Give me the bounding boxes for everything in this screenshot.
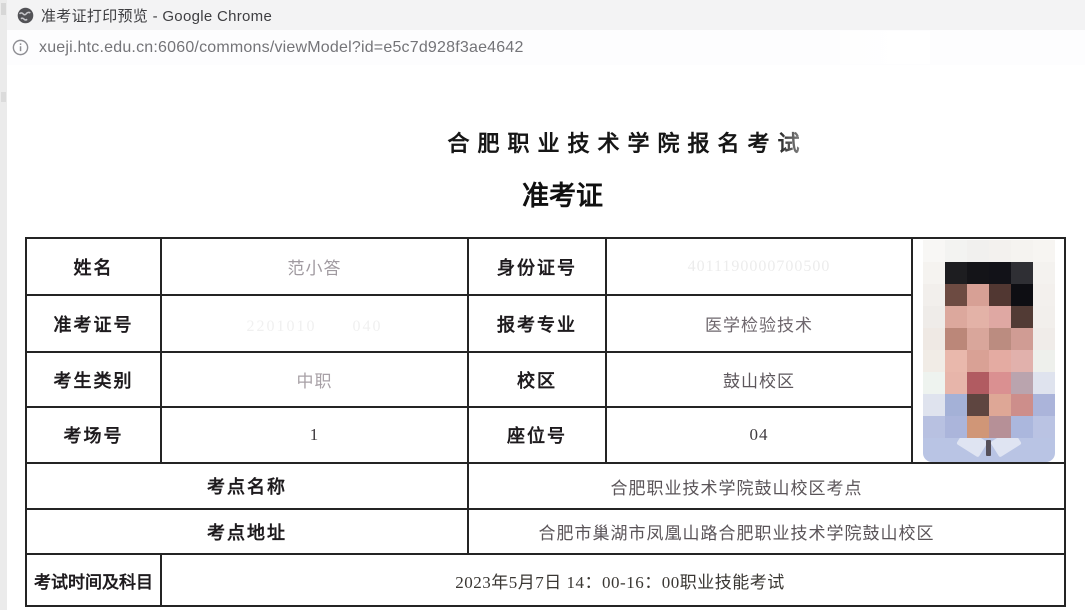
table-row: 考生类别 中职 校区 鼓山校区	[25, 351, 1065, 408]
site-address-label: 考点地址	[25, 508, 469, 555]
page-title: 合肥职业技术学院报名考试	[447, 131, 808, 156]
room-value: 1	[160, 406, 469, 464]
name-value: 范小答	[160, 237, 469, 296]
table-row: 准考证号 2201010 040 报考专业 医学检验技术	[25, 294, 1065, 353]
table-row: 考点地址 合肥市巢湖市凤凰山路合肥职业技术学院鼓山校区	[25, 508, 1066, 555]
seat-label: 座位号	[467, 406, 607, 464]
id-number-label: 身份证号	[467, 237, 607, 296]
seat-value: 04	[605, 406, 913, 464]
ticket-number-label: 准考证号	[25, 294, 162, 353]
ticket-number-value: 2201010 040	[160, 294, 469, 353]
table-row: 姓名 范小答 身份证号 4011190000700500	[25, 237, 1066, 464]
campus-value: 鼓山校区	[605, 351, 913, 408]
globe-icon	[17, 7, 34, 23]
photo-shirt	[922, 438, 1055, 461]
category-value: 中职	[160, 351, 469, 408]
candidate-photo	[922, 240, 1055, 461]
room-label: 考场号	[25, 406, 162, 464]
exam-time-value: 2023年5月7日 14：00-16：00职业技能考试	[160, 553, 1066, 607]
site-address-value: 合肥市巢湖市凤凰山路合肥职业技术学院鼓山校区	[467, 508, 1066, 555]
admission-ticket-table: 姓名 范小答 身份证号 4011190000700500 准考证号 220101…	[25, 237, 1066, 607]
photo-cell	[911, 237, 1066, 464]
name-label: 姓名	[25, 237, 162, 296]
id-number-value: 4011190000700500	[605, 237, 913, 296]
table-row: 考点名称 合肥职业技术学院鼓山校区考点	[25, 462, 1066, 510]
shirt-zipper	[985, 440, 991, 456]
url-text[interactable]: xueji.htc.edu.cn:6060/commons/viewModel?…	[39, 38, 524, 56]
address-bar: xueji.htc.edu.cn:6060/commons/viewModel?…	[7, 30, 1085, 65]
collar-left	[955, 438, 988, 458]
exam-time-label: 考试时间及科目	[25, 553, 162, 607]
campus-label: 校区	[467, 351, 607, 408]
photo-mosaic	[922, 240, 1055, 438]
category-label: 考生类别	[25, 351, 162, 408]
table-row: 考试时间及科目 2023年5月7日 14：00-16：00职业技能考试	[25, 553, 1066, 607]
window-title: 准考证打印预览 - Google Chrome	[41, 7, 273, 25]
info-icon[interactable]	[11, 38, 30, 57]
window-edge-strip	[0, 0, 7, 610]
window-title-bar: 准考证打印预览 - Google Chrome	[7, 0, 1085, 30]
table-row: 考场号 1 座位号 04	[25, 406, 1065, 464]
site-name-value: 合肥职业技术学院鼓山校区考点	[467, 462, 1066, 510]
major-label: 报考专业	[467, 294, 607, 353]
collar-right	[989, 438, 1022, 458]
background-window-fragment	[1, 92, 6, 102]
page-subtitle: 准考证	[522, 181, 603, 211]
site-name-label: 考点名称	[25, 462, 469, 510]
background-window-fragment	[1, 3, 6, 15]
major-value: 医学检验技术	[605, 294, 913, 353]
